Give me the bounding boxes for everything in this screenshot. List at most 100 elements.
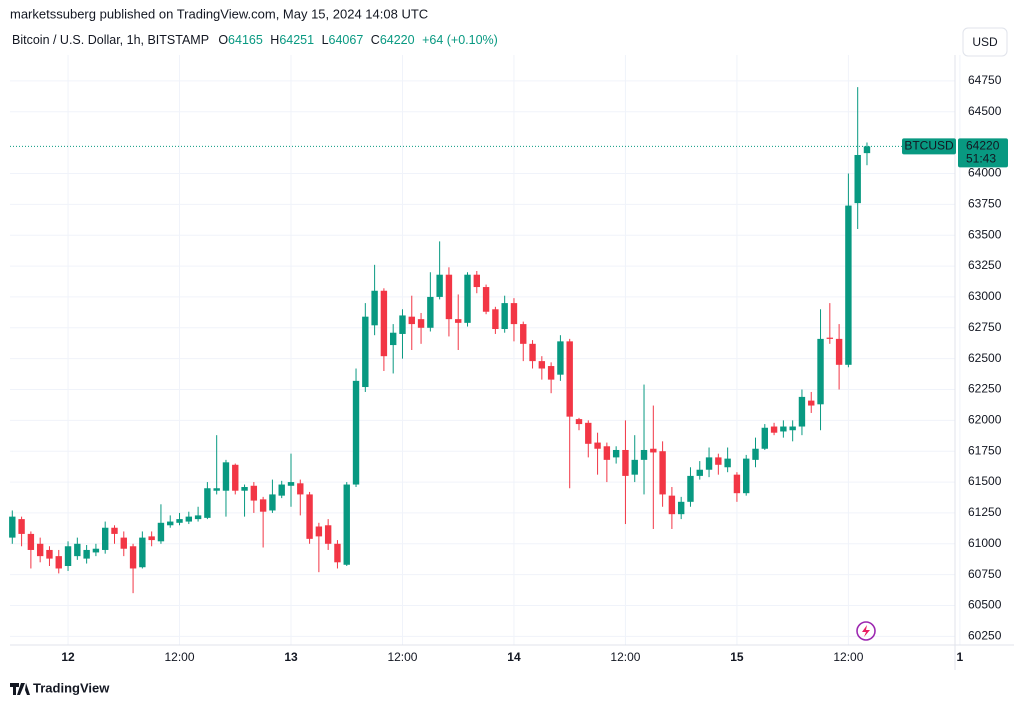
candle-body [343, 484, 350, 565]
y-tick-label: 64000 [968, 166, 1002, 180]
candle-body [111, 527, 118, 534]
candle-body [761, 427, 768, 449]
candle-body [687, 475, 694, 502]
ohlc-label: H [270, 33, 279, 47]
candle-body [27, 533, 35, 550]
candle-body [668, 495, 676, 515]
candle-body [408, 316, 415, 325]
candle-body [808, 400, 815, 406]
currency-text[interactable]: USD [972, 35, 998, 49]
publisher-line: marketssuberg published on TradingView.c… [10, 6, 428, 21]
y-tick-label: 62250 [968, 382, 1002, 396]
y-tick-label: 64500 [968, 104, 1002, 118]
x-tick-label: 13 [284, 650, 298, 664]
ohlc-value: 64220 [380, 33, 415, 47]
candle-body [733, 474, 741, 494]
candle-body [241, 487, 248, 491]
candle-body [102, 527, 109, 550]
candle-body [83, 549, 90, 559]
candle-body [640, 449, 648, 460]
x-tick-label: 12:00 [833, 650, 863, 664]
candle-body [436, 274, 443, 297]
candle-body [743, 458, 750, 494]
y-tick-label: 61750 [968, 443, 1002, 457]
candle-body [427, 296, 434, 328]
y-tick-label: 62500 [968, 351, 1002, 365]
candle-body [213, 488, 220, 491]
x-tick-label: 1 [957, 650, 964, 664]
candle-body [352, 380, 360, 485]
candle-body [362, 316, 369, 388]
candle-body [297, 483, 304, 495]
candle-body [529, 343, 536, 362]
brand-name: TradingView [33, 680, 110, 695]
candle-body [222, 462, 230, 491]
y-tick-label: 62750 [968, 320, 1002, 334]
candle-body [817, 338, 824, 405]
event-icon[interactable] [856, 621, 876, 641]
candle-body [715, 457, 722, 465]
candle-body [315, 526, 323, 537]
candle-body [9, 516, 16, 538]
candle-body [854, 154, 861, 204]
candle-body [92, 548, 100, 553]
candle-body [120, 537, 127, 549]
ohlc-label: L [322, 33, 329, 47]
x-tick-label: 12 [61, 650, 75, 664]
change: +64 (+0.10%) [422, 33, 498, 47]
y-tick-label: 63750 [968, 197, 1002, 211]
candle-body [269, 494, 276, 511]
candle-body [204, 488, 211, 518]
candle-body [64, 546, 72, 567]
ohlc-value: 64251 [279, 33, 314, 47]
candle-body [417, 319, 425, 328]
x-tick-label: 14 [507, 650, 521, 664]
candle-body [705, 457, 713, 470]
candle-body [585, 422, 592, 444]
x-tick-label: 12:00 [165, 650, 195, 664]
candle-body [139, 537, 146, 568]
candle-body [492, 309, 499, 330]
candle-body [482, 287, 490, 312]
candle-body [724, 458, 731, 468]
candle-body [473, 274, 480, 288]
symbol-tag [902, 138, 956, 155]
candle-body [176, 519, 183, 523]
symbol-tag-text: BTCUSD [904, 139, 954, 153]
candle-body [631, 459, 638, 475]
candle-body [603, 446, 611, 460]
ohlc-value: 64165 [228, 33, 263, 47]
candle-body [334, 543, 341, 563]
candle-body [835, 338, 843, 365]
x-tick-label: 12:00 [387, 650, 417, 664]
candle-body [464, 274, 471, 323]
event-bolt [862, 625, 870, 637]
y-tick-label: 63000 [968, 289, 1002, 303]
y-tick-label: 63250 [968, 258, 1002, 272]
candle-body [36, 543, 44, 557]
candle-body [250, 485, 258, 501]
x-tick-label: 15 [730, 650, 744, 664]
candle-body [770, 426, 778, 433]
candle-body [826, 337, 834, 339]
candle-body [232, 464, 239, 491]
candle-body [399, 315, 406, 334]
candle-body [129, 546, 137, 569]
candle-body [612, 449, 620, 458]
candle-body [445, 274, 453, 320]
currency-button[interactable] [962, 27, 1008, 57]
symbol-line: Bitcoin / U.S. Dollar, 1h, BITSTAMP O641… [12, 33, 498, 47]
y-tick-label: 60750 [968, 567, 1002, 581]
candle-body [194, 515, 202, 520]
ohlc-label: C [371, 33, 380, 47]
candle-body [863, 146, 871, 154]
candle-body [622, 449, 629, 476]
candle-body [148, 536, 155, 541]
candle-body [845, 205, 852, 365]
candle-body [677, 501, 685, 515]
candle-body [575, 419, 583, 425]
candle-body [167, 521, 174, 526]
candle-body [566, 341, 573, 417]
y-tick-label: 63500 [968, 227, 1002, 241]
